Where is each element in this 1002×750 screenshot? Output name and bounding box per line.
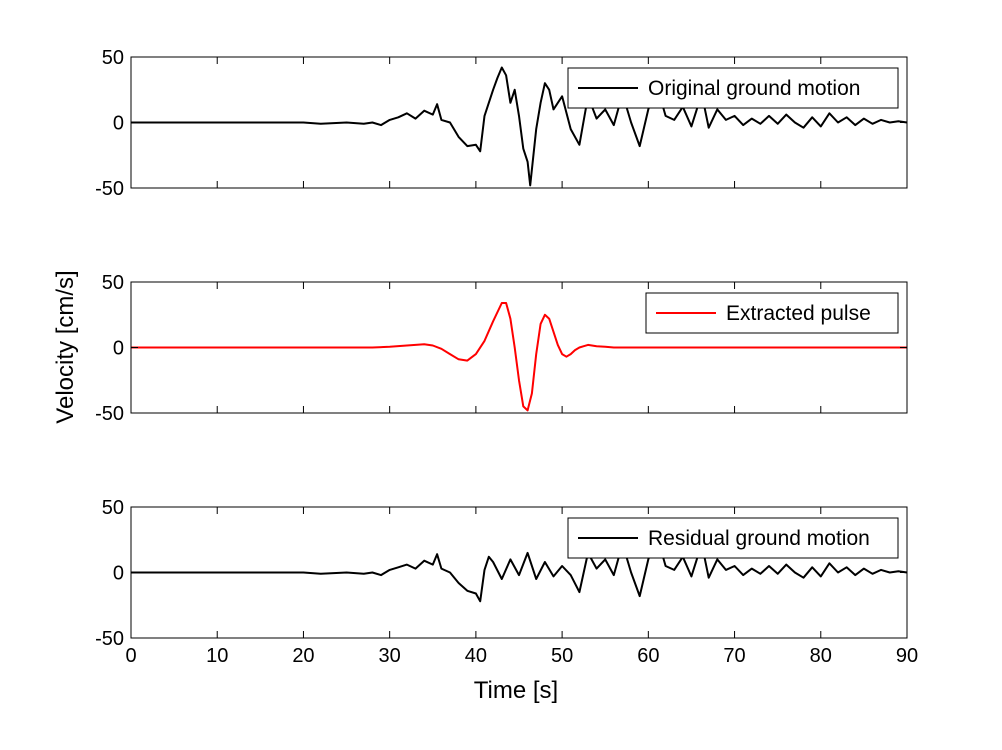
x-tick-label: 40 — [465, 645, 487, 667]
series-lines — [131, 534, 908, 603]
series-lines — [131, 66, 908, 187]
y-axis-label: Velocity [cm/s] — [52, 270, 79, 423]
y-tick-label: 50 — [102, 272, 124, 294]
series-line-extracted-pulse — [131, 302, 907, 412]
y-tick-label: -50 — [95, 628, 124, 650]
legend: Original ground motion — [567, 67, 899, 109]
legend-label: Residual ground motion — [648, 527, 870, 550]
legend-label: Original ground motion — [648, 77, 860, 100]
panel-original-ground-motion: 50 0 -50 Original ground motion — [95, 47, 908, 200]
y-tick-label: 0 — [113, 338, 124, 360]
x-tick-label: 80 — [810, 645, 832, 667]
y-tick-label: 0 — [113, 563, 124, 585]
series-lines — [131, 302, 907, 412]
x-tick-label: 20 — [292, 645, 314, 667]
x-tick-label: 70 — [723, 645, 745, 667]
x-tick-label: 10 — [206, 645, 228, 667]
x-tick-label: 0 — [125, 645, 136, 667]
y-tick-label: 50 — [102, 47, 124, 69]
series-line-original-ground-motion — [131, 66, 908, 187]
y-tick-label: 50 — [102, 497, 124, 519]
legend: Extracted pulse — [645, 292, 899, 334]
y-tick-label: 0 — [113, 113, 124, 135]
x-tick-label: 30 — [379, 645, 401, 667]
legend: Residual ground motion — [567, 517, 899, 559]
series-line-residual-ground-motion — [131, 534, 908, 603]
ticks: 50 0 -50 — [95, 47, 908, 200]
legend-label: Extracted pulse — [726, 302, 871, 325]
y-tick-label: -50 — [95, 178, 124, 200]
x-tick-label: 60 — [637, 645, 659, 667]
y-tick-label: -50 — [95, 403, 124, 425]
x-tick-label: 50 — [551, 645, 573, 667]
x-tick-label: 90 — [896, 645, 918, 667]
legend-box — [567, 517, 899, 559]
ticks: 50 0 -50 — [95, 272, 908, 425]
panel-extracted-pulse: 50 0 -50 Extracted pulse — [95, 272, 908, 425]
x-axis-label: Time [s] — [474, 677, 558, 704]
